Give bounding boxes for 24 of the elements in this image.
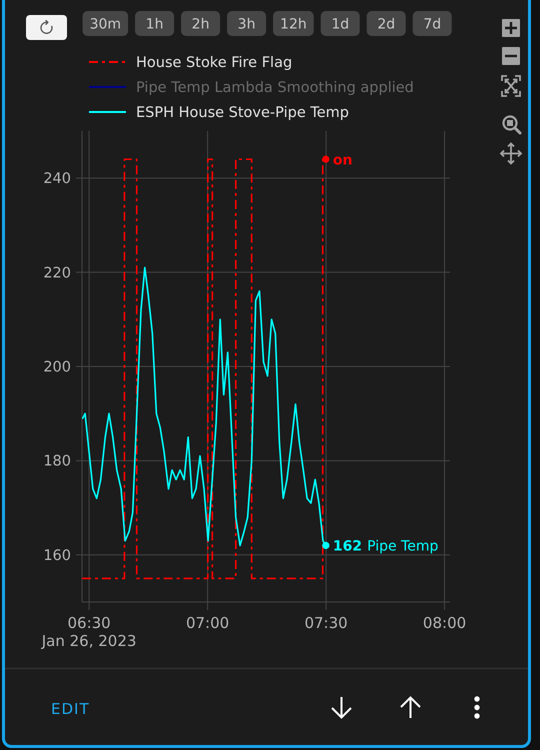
text: 1d	[331, 16, 350, 32]
text: 12h	[280, 16, 307, 32]
y-tick-label: 180	[43, 454, 71, 470]
annotation: Pipe Temp	[367, 538, 438, 554]
legend-label: ESPH House Stove-Pipe Temp	[136, 105, 349, 121]
x-tick-label: 07:00	[186, 614, 230, 632]
text: 30m	[90, 16, 122, 32]
data-label: 162	[332, 538, 362, 554]
text: 2d	[377, 16, 396, 32]
text: 2h	[192, 16, 210, 32]
y-tick-label: 200	[43, 360, 71, 376]
text: 3h	[238, 16, 256, 32]
legend-label: House Stoke Fire Flag	[136, 55, 292, 71]
x-tick-label: 06:30 Jan 26, 2023	[40, 614, 136, 650]
y-tick-label: 240	[43, 171, 71, 188]
x-tick-label: 08:00	[422, 614, 466, 632]
text: 7d	[423, 16, 442, 32]
y-tick-label: 160	[43, 548, 71, 564]
text: EDIT	[51, 700, 90, 718]
y-tick-label: 220	[43, 265, 71, 282]
legend-label: Pipe Temp Lambda Smoothing applied	[136, 80, 414, 96]
data-label: on	[332, 152, 352, 168]
text: 1h	[146, 16, 164, 32]
x-tick-label: 07:30	[304, 614, 348, 632]
